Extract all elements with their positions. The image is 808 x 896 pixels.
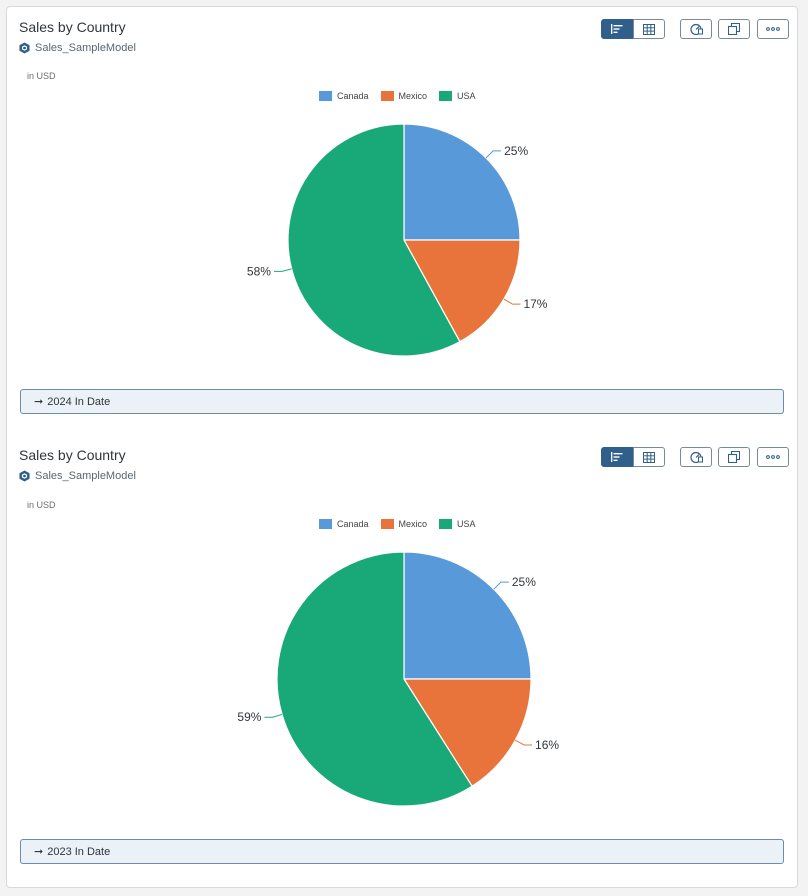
model-name: Sales_SampleModel [35,42,136,54]
legend-swatch-canada [319,91,332,101]
more-actions-button[interactable] [757,19,789,39]
model-label: Sales_SampleModel [19,41,136,55]
chart-analysis-icon [689,23,703,35]
copy-button[interactable] [718,19,750,39]
more-dots-icon [766,27,780,31]
model-cube-icon [19,42,30,54]
table-view-button[interactable] [633,447,665,467]
leader-line-mexico [515,739,533,746]
legend-item-mexico[interactable]: Mexico [380,91,428,101]
bar-chart-icon [611,24,623,34]
unit-label: in USD [27,71,56,81]
arrow-right-icon: ➞ [34,396,44,408]
model-label: Sales_SampleModel [19,469,136,483]
legend-swatch-canada [319,519,332,529]
legend-label-usa: USA [457,91,476,101]
more-dots-icon [766,455,780,459]
chart-card-2023[interactable]: Sales by Country Sales_SampleModel [7,435,797,885]
legend-label-canada: Canada [337,519,369,529]
pie-slice-usa[interactable] [287,123,461,357]
table-view-button[interactable] [633,19,665,39]
table-grid-icon [643,23,655,35]
model-cube-icon [19,470,30,482]
table-grid-icon [643,451,655,463]
data-label-mexico: 16% [535,738,559,752]
pie-slice-usa[interactable] [276,551,473,807]
legend-label-mexico: Mexico [398,519,428,529]
bar-chart-icon [611,452,623,462]
chart-legend: Canada Mexico USA [319,519,476,529]
filter-label: 2024 In Date [47,395,111,408]
copy-button[interactable] [718,447,750,467]
copy-icon [728,451,740,463]
chart-title: Sales by Country [19,19,126,35]
copy-icon [728,23,740,35]
legend-item-usa[interactable]: USA [439,519,476,529]
legend-swatch-mexico [380,91,394,101]
pie-chart[interactable]: 25% 16% 59% [7,435,797,885]
model-name: Sales_SampleModel [35,470,136,482]
filter-bar-2023[interactable]: ➞ 2023 In Date [20,839,784,864]
legend-item-mexico[interactable]: Mexico [380,519,428,529]
analysis-button[interactable] [680,19,712,39]
chart-analysis-icon [689,451,703,463]
data-label-canada: 25% [504,144,528,158]
pie-slice-canada[interactable] [403,551,532,680]
data-label-usa: 58% [247,264,271,278]
data-label-canada: 25% [512,575,536,589]
legend-swatch-usa [439,519,453,529]
chart-title: Sales by Country [19,447,126,463]
filter-label: 2023 In Date [47,845,111,858]
analysis-button[interactable] [680,447,712,467]
chart-card-2024[interactable]: Sales by Country Sales_SampleModel [7,7,797,427]
chart-legend: Canada Mexico USA [319,91,476,101]
legend-item-canada[interactable]: Canada [319,519,369,529]
chart-view-button[interactable] [601,19,633,39]
legend-label-canada: Canada [337,91,369,101]
legend-label-usa: USA [457,519,476,529]
more-actions-button[interactable] [757,447,789,467]
pie-chart[interactable]: 25% 17% 58% [7,7,797,427]
data-label-usa: 59% [237,710,261,724]
leader-line-canada [485,150,502,159]
legend-label-mexico: Mexico [398,91,428,101]
arrow-right-icon: ➞ [34,846,44,858]
leader-line-usa [264,713,283,718]
legend-swatch-usa [439,91,453,101]
legend-item-usa[interactable]: USA [439,91,476,101]
leader-line-canada [493,581,509,590]
legend-swatch-mexico [380,519,394,529]
story-panel: Sales by Country Sales_SampleModel [6,6,798,888]
data-label-mexico: 17% [523,297,547,311]
filter-bar-2024[interactable]: ➞ 2024 In Date [20,389,784,414]
unit-label: in USD [27,500,56,510]
chart-view-button[interactable] [601,447,633,467]
leader-line-mexico [503,298,521,305]
legend-item-canada[interactable]: Canada [319,91,369,101]
pie-slice-canada[interactable] [403,123,521,241]
leader-line-usa [273,268,292,272]
